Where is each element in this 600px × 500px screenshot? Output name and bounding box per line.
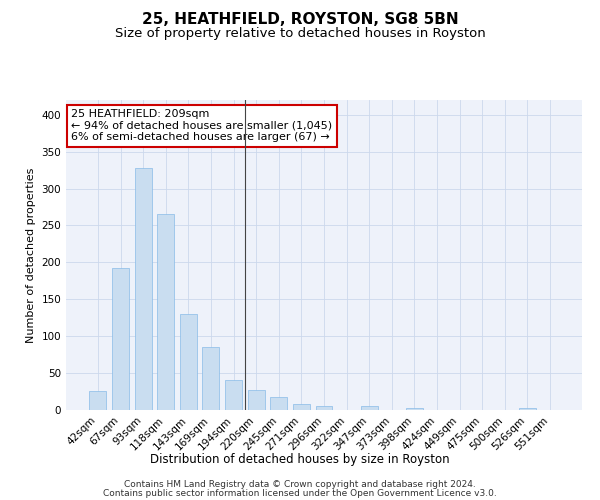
- Text: Size of property relative to detached houses in Royston: Size of property relative to detached ho…: [115, 28, 485, 40]
- Bar: [225, 380, 242, 410]
- Y-axis label: Number of detached properties: Number of detached properties: [26, 168, 36, 342]
- Bar: [202, 346, 220, 410]
- Text: 25 HEATHFIELD: 209sqm
← 94% of detached houses are smaller (1,045)
6% of semi-de: 25 HEATHFIELD: 209sqm ← 94% of detached …: [71, 110, 332, 142]
- Text: Distribution of detached houses by size in Royston: Distribution of detached houses by size …: [150, 452, 450, 466]
- Text: 25, HEATHFIELD, ROYSTON, SG8 5BN: 25, HEATHFIELD, ROYSTON, SG8 5BN: [142, 12, 458, 28]
- Bar: [293, 404, 310, 410]
- Bar: [157, 214, 174, 410]
- Bar: [519, 408, 536, 410]
- Text: Contains public sector information licensed under the Open Government Licence v3: Contains public sector information licen…: [103, 489, 497, 498]
- Bar: [361, 406, 377, 410]
- Bar: [248, 390, 265, 410]
- Bar: [271, 398, 287, 410]
- Bar: [112, 268, 129, 410]
- Bar: [316, 406, 332, 410]
- Bar: [180, 314, 197, 410]
- Bar: [89, 391, 106, 410]
- Text: Contains HM Land Registry data © Crown copyright and database right 2024.: Contains HM Land Registry data © Crown c…: [124, 480, 476, 489]
- Bar: [406, 408, 423, 410]
- Bar: [134, 168, 152, 410]
